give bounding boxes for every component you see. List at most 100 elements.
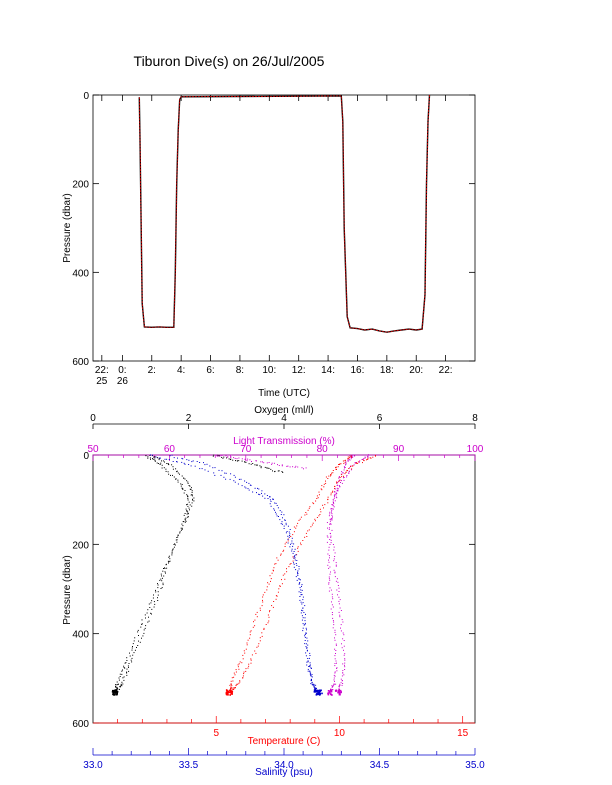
temperature-point [273,570,274,572]
salinity-point [276,515,278,517]
oxygen-point [121,670,123,672]
oxygen-point [187,513,189,515]
temperature-point [233,687,235,689]
temperature-point [237,666,239,668]
temperature-point [242,675,244,677]
salinity-point [221,470,223,472]
light-point [303,468,304,470]
temperature-point [241,662,243,664]
salinity-point [310,672,312,674]
temperature-bottom-point [231,690,233,693]
light-point [334,637,335,639]
light-bottom-point [339,692,341,695]
temperature-point [351,468,353,470]
salinity-point [275,513,277,515]
temperature-point [281,579,282,581]
temperature-bottom-point [226,690,228,692]
light-point [334,493,336,495]
oxygen-point [155,591,157,593]
light-point [334,556,336,557]
temperature-point [355,462,357,464]
temperature-point [263,627,265,629]
oxygen-point [134,649,136,651]
light-point [338,476,340,478]
oxygen-point [126,668,128,670]
light-axis-label: Light Transmission (%) [233,436,335,447]
temperature-point [330,492,332,494]
salinity-point [248,482,250,484]
light-point [287,465,289,467]
salinity-point [307,644,309,646]
salinity-point [281,521,283,523]
top-y-tick-label: 400 [72,268,89,279]
temperature-point [284,578,286,580]
temperature-point [334,486,336,488]
salinity-point [284,519,286,521]
light-point [225,455,227,457]
salinity-point [316,687,317,689]
salinity-point [305,643,307,645]
temperature-point [310,526,312,528]
salinity-point [176,461,178,463]
oxygen-tick-label: 2 [186,413,192,424]
oxygen-point [168,463,169,465]
temperature-point [282,574,284,576]
light-point [362,458,364,460]
oxygen-point [177,534,179,536]
oxygen-point [138,635,139,636]
temperature-point [268,620,270,622]
salinity-point [269,499,271,501]
oxygen-point [150,602,152,604]
salinity-point [304,605,306,607]
temperature-point [272,569,274,571]
oxygen-point [126,671,128,673]
temperature-point [347,458,349,460]
oxygen-point [141,619,143,621]
oxygen-point [151,613,152,615]
oxygen-point [158,459,160,461]
oxygen-point [119,688,120,690]
oxygen-point [141,637,142,639]
oxygen-point [252,463,254,464]
salinity-point [275,502,277,504]
light-point [337,594,338,596]
oxygen-point [171,550,173,552]
temperature-point [284,543,286,545]
oxygen-point [172,466,174,468]
oxygen-point [187,498,189,500]
oxygen-point [148,616,149,618]
temperature-point [257,645,259,647]
temperature-point [246,644,248,646]
oxygen-point [124,662,126,664]
salinity-point [306,650,308,652]
temperature-point [336,469,337,470]
bottom-y-tick-label: 200 [72,540,89,551]
oxygen-tick-label: 8 [472,413,478,424]
light-point [334,500,336,502]
salinity-point [233,480,235,482]
oxygen-point [190,489,192,490]
salinity-point [299,579,301,581]
temperature-point [233,676,235,678]
salinity-point [241,485,243,487]
oxygen-point [186,513,188,515]
temperature-point [343,475,344,477]
salinity-bottom-point [319,689,322,692]
temperature-point [363,459,364,461]
oxygen-point [193,497,195,499]
salinity-point [313,683,315,685]
light-point [332,598,334,600]
oxygen-point [181,484,183,485]
temperature-point [262,601,264,603]
temperature-point [234,674,236,676]
salinity-point [261,492,262,494]
oxygen-point [177,472,179,474]
light-point [333,506,335,508]
temperature-point [327,496,329,498]
salinity-bottom-point [313,691,316,693]
salinity-point [304,640,306,641]
salinity-point [304,623,306,625]
light-point [336,578,338,580]
oxygen-point [188,501,190,503]
oxygen-point [191,494,193,495]
